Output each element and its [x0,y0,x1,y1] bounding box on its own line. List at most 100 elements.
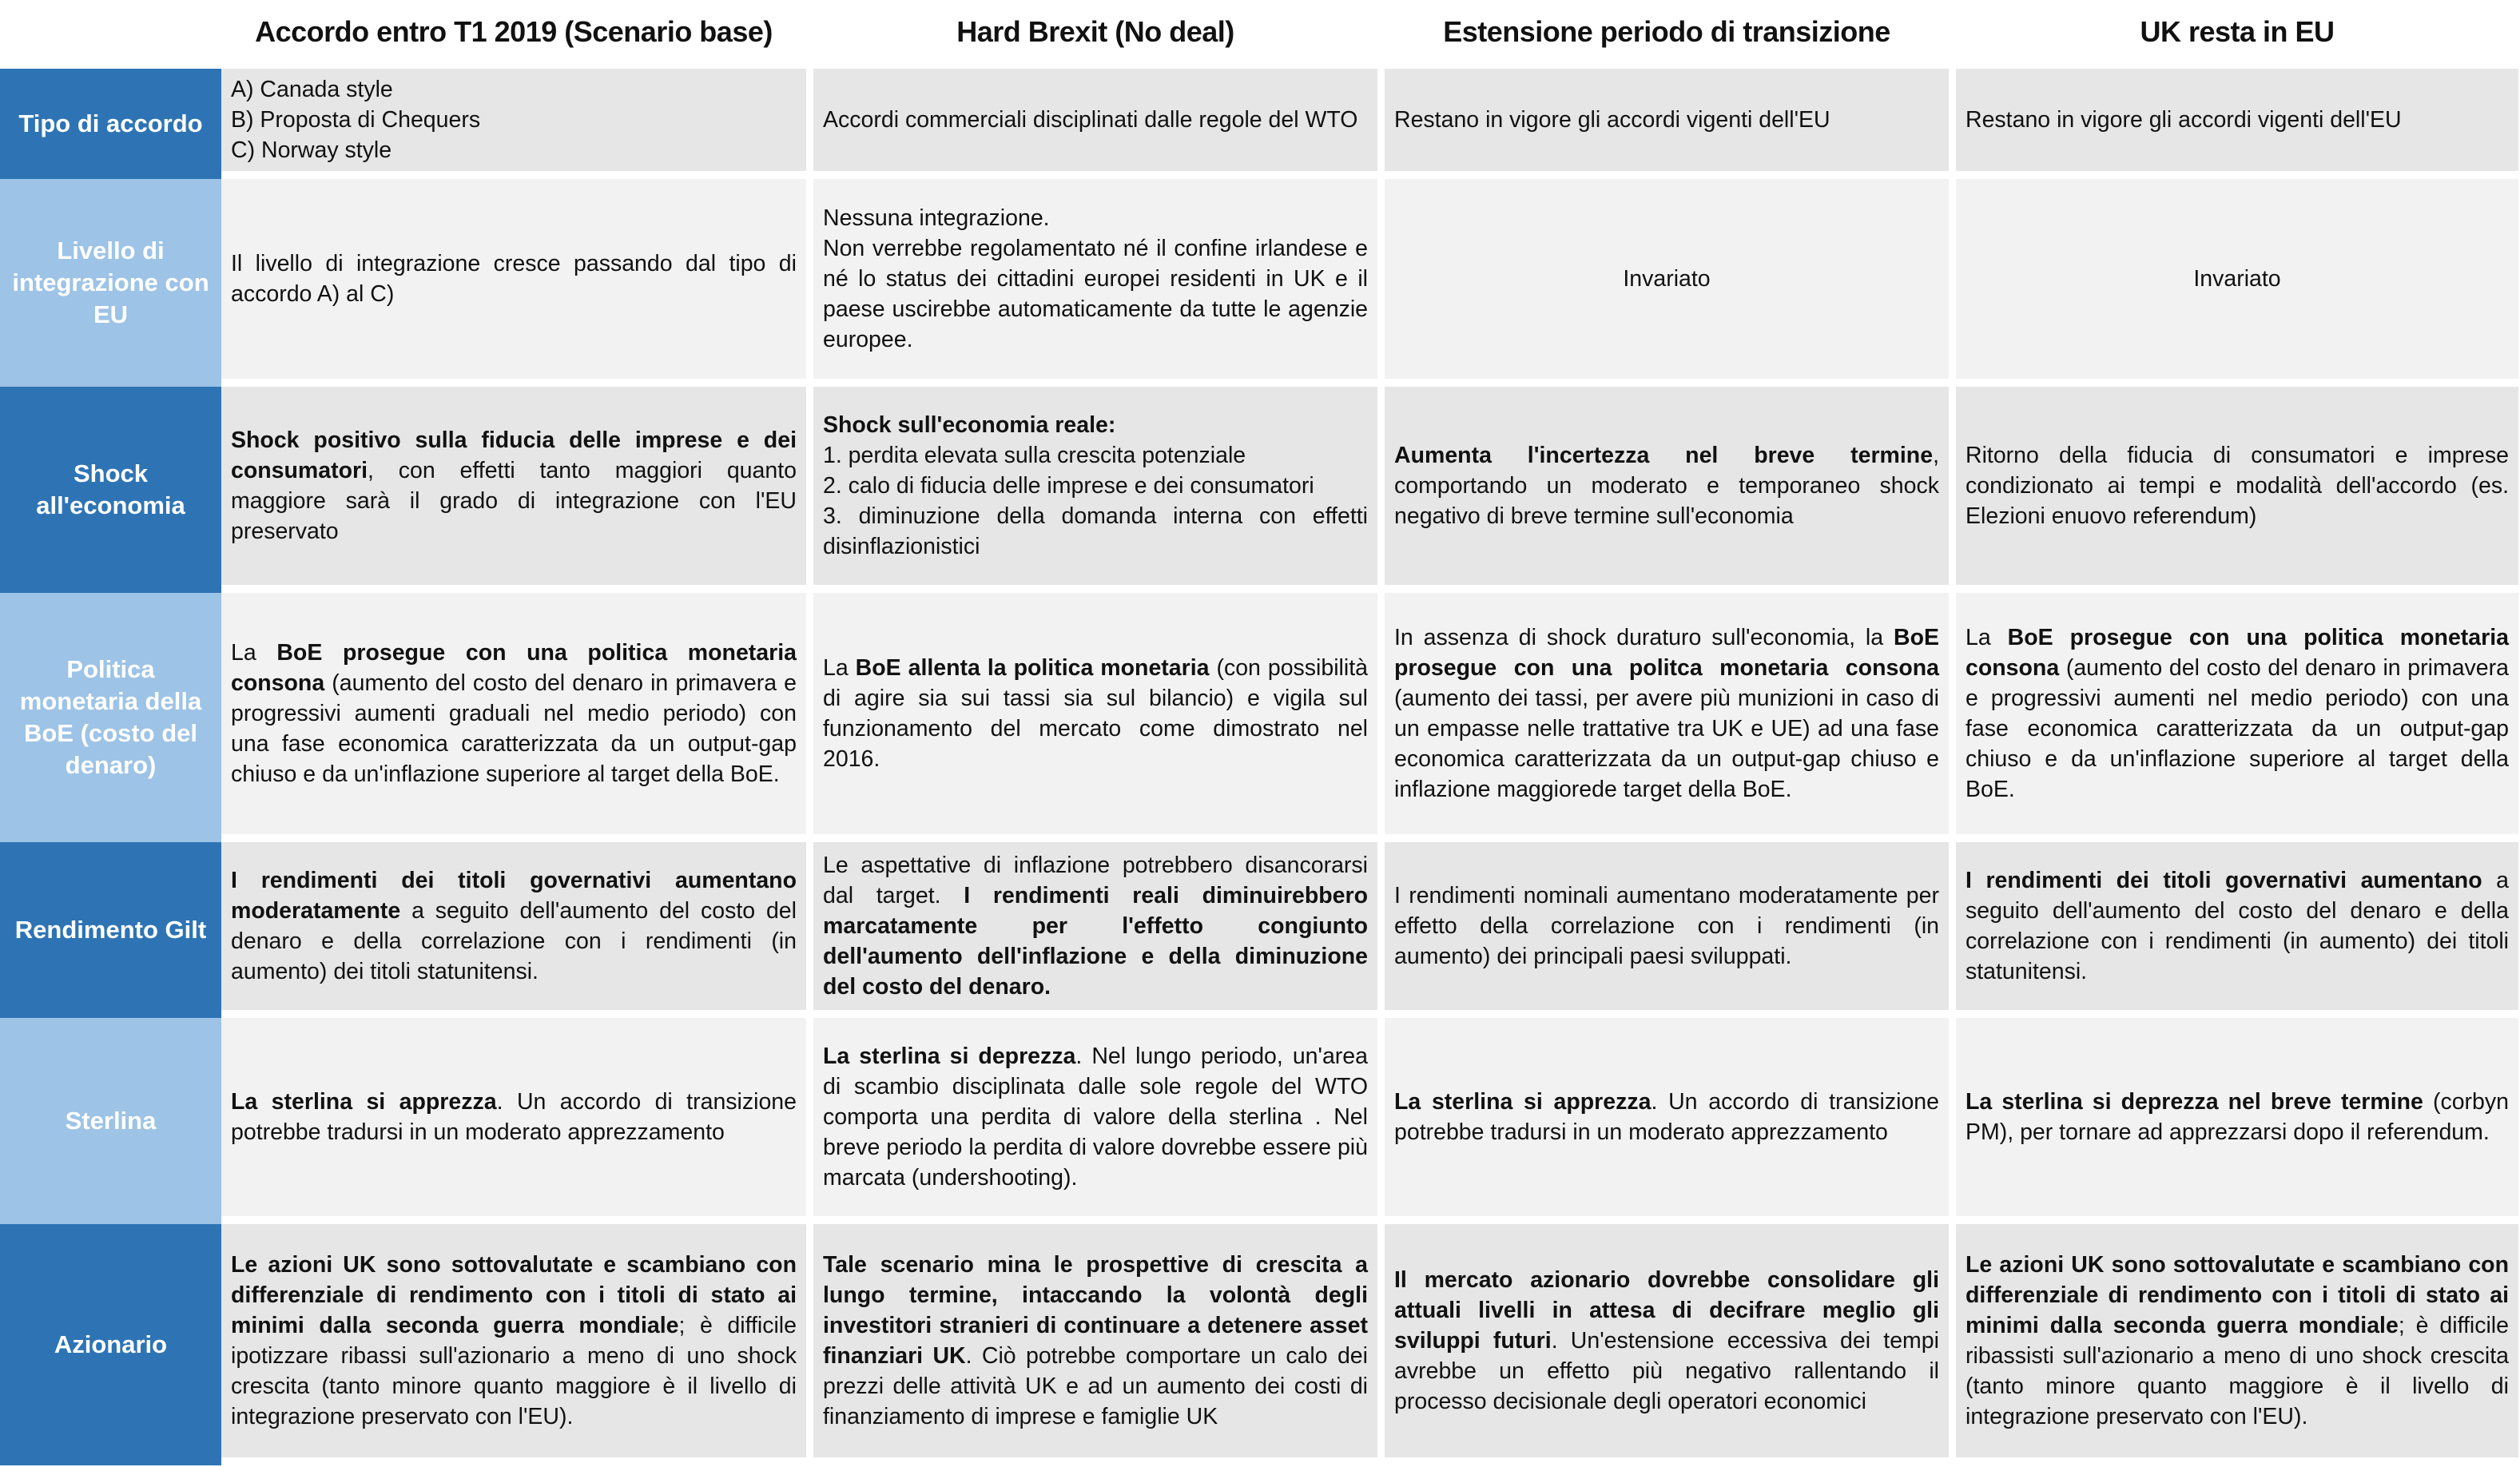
cell-text: I rendimenti dei titoli governativi aume… [231,865,797,987]
bold-text: Tale scenario mina le prospettive di cre… [823,1252,1368,1369]
text-segment: Restano in vigore gli accordi vigenti de… [1966,107,2402,133]
cell-text: In assenza di shock duraturo sull'econom… [1394,622,1939,805]
text-segment: I rendimenti nominali aumentano moderata… [1394,883,1939,969]
text-segment: In assenza di shock duraturo sull'econom… [1394,625,1894,650]
table-cell: Tale scenario mina le prospettive di cre… [813,1224,1377,1457]
bold-text: La sterlina si deprezza nel breve termin… [1966,1089,2423,1115]
table-cell: I rendimenti dei titoli governativi aume… [1956,842,2518,1010]
table-cell: Il mercato azionario dovrebbe consolidar… [1385,1224,1949,1457]
corner-empty [0,0,214,69]
bold-text: Shock sull'economia reale: [823,412,1116,438]
cell-text: La BoE allenta la politica monetaria (co… [823,653,1368,774]
row-label: Livello di integrazione con EU [0,179,221,387]
text-segment: 1. perdita elevata sulla crescita potenz… [823,443,1368,559]
text-segment: (corbyn PM), per tornare ad apprezzarsi … [1966,1089,2509,1145]
cell-text: La sterlina si apprezza. Un accordo di t… [231,1087,797,1147]
bold-text: I rendimenti dei titoli governativi aume… [1966,868,2482,893]
bold-text: La sterlina si deprezza [823,1044,1076,1069]
text-segment: Invariato [1623,266,1711,292]
bold-text: I rendimenti reali diminuirebbero marcat… [823,883,1368,1000]
cell-text: Le azioni UK sono sottovalutate e scambi… [1966,1250,2509,1432]
table-cell: La sterlina si apprezza. Un accordo di t… [1385,1018,1949,1216]
text-segment: Accordi commerciali disciplinati dalle r… [823,107,1358,133]
bold-text: Le azioni UK sono sottovalutate e scambi… [231,1252,797,1338]
bold-text: BoE prosegue con una politica monetaria … [231,640,797,696]
text-segment: . Un'estensione eccessiva dei tempi avre… [1394,1328,1939,1414]
cell-text: Shock positivo sulla fiducia delle impre… [231,425,797,547]
bold-text: I rendimenti dei titoli governativi aume… [231,868,797,924]
text-segment: A) Canada style B) Proposta di Chequers … [231,77,481,163]
bold-text: Shock positivo sulla fiducia delle impre… [231,427,797,483]
text-segment: . Nel lungo periodo, un'area di scambio … [823,1044,1369,1191]
text-segment: (aumento dei tassi, per avere più munizi… [1394,686,1939,802]
text-segment: (aumento del costo del denaro in primave… [1966,655,2509,802]
cell-text: Ritorno della fiducia di consumatori e i… [1966,440,2509,531]
row-label: Sterlina [0,1018,221,1224]
cell-text: La sterlina si apprezza. Un accordo di t… [1394,1087,1939,1147]
table-cell: La sterlina si apprezza. Un accordo di t… [221,1018,806,1216]
row-label: Tipo di accordo [0,69,221,179]
cell-text: Le aspettative di inflazione potrebbero … [823,850,1368,1002]
text-segment: Invariato [2193,266,2281,292]
cell-text: Le azioni UK sono sottovalutate e scambi… [231,1250,797,1432]
text-segment: a seguito dell'aumento del costo del den… [1966,868,2509,984]
table-cell: Il livello di integrazione cresce passan… [221,179,806,379]
text-segment: (aumento del costo del denaro in primave… [231,670,797,787]
text-segment: . Ciò potrebbe comportare un calo dei pr… [823,1343,1368,1429]
table-cell: Le azioni UK sono sottovalutate e scambi… [221,1224,806,1457]
row-label: Rendimento Gilt [0,842,221,1018]
bold-text: Le azioni UK sono sottovalutate e scambi… [1966,1252,2509,1338]
table-cell: Accordi commerciali disciplinati dalle r… [813,69,1377,171]
text-segment: , comportando un moderato e temporaneo s… [1394,443,1939,529]
cell-text: Restano in vigore gli accordi vigenti de… [1394,105,1939,135]
column-header: Hard Brexit (No deal) [956,15,1234,48]
text-segment: ; è difficile ribassisti sull'azionario … [1966,1313,2509,1429]
bold-text: La sterlina si apprezza [231,1089,497,1115]
table-cell: Le azioni UK sono sottovalutate e scambi… [1956,1224,2518,1457]
cell-text: Il mercato azionario dovrebbe consolidar… [1394,1265,1939,1417]
bold-text: BoE allenta la politica monetaria [855,655,1210,681]
cell-text: La sterlina si deprezza nel breve termin… [1966,1087,2509,1147]
bold-text: BoE prosegue con una politca monetaria c… [1394,625,1939,681]
table-cell: A) Canada style B) Proposta di Chequers … [221,69,806,171]
cell-text: Invariato [1966,264,2509,294]
table-cell: La sterlina si deprezza. Nel lungo perio… [813,1018,1377,1216]
text-segment: . Un accordo di transizione potrebbe tra… [1394,1089,1940,1145]
text-segment: a seguito dell'aumento del costo del den… [231,898,797,984]
bold-text: Aumenta l'incertezza nel breve termine [1394,443,1934,468]
row-label: Shock all'economia [0,387,221,593]
table-cell: Restano in vigore gli accordi vigenti de… [1956,69,2518,171]
table-cell: La BoE prosegue con una politica monetar… [1956,593,2518,834]
text-segment: ; è difficile ipotizzare ribassi sull'az… [231,1313,797,1429]
table-cell: Invariato [1956,179,2518,379]
row-label: Azionario [0,1224,221,1465]
row-label: Politica monetaria della BoE (costo del … [0,593,221,842]
cell-text: Shock sull'economia reale: 1. perdita el… [823,410,1368,562]
table-cell: In assenza di shock duraturo sull'econom… [1385,593,1949,834]
text-segment: Restano in vigore gli accordi vigenti de… [1394,107,1830,133]
table-cell: I rendimenti nominali aumentano moderata… [1385,842,1949,1010]
cell-text: Invariato [1394,264,1939,294]
cell-text: Il livello di integrazione cresce passan… [231,248,797,309]
bold-text: La sterlina si apprezza [1394,1089,1652,1115]
cell-text: Tale scenario mina le prospettive di cre… [823,1250,1368,1432]
table-cell: La sterlina si deprezza nel breve termin… [1956,1018,2518,1216]
cell-text: I rendimenti dei titoli governativi aume… [1966,865,2509,987]
text-segment: (con possibilità di agire sia sui tassi … [823,655,1368,772]
cell-text: La BoE prosegue con una politica monetar… [231,638,797,789]
cell-text: Accordi commerciali disciplinati dalle r… [823,105,1368,135]
cell-text: A) Canada style B) Proposta di Chequers … [231,74,797,165]
bold-text: BoE prosegue con una politica monetaria … [1966,625,2509,681]
text-segment: La [231,640,277,666]
text-segment: , con effetti tanto maggiori quanto magg… [231,458,797,544]
text-segment: . Un accordo di transizione potrebbe tra… [231,1089,797,1145]
cell-text: Restano in vigore gli accordi vigenti de… [1966,105,2509,135]
cell-text: La sterlina si deprezza. Nel lungo perio… [823,1041,1368,1193]
table-cell: Aumenta l'incertezza nel breve termine, … [1385,387,1949,585]
table-cell: Nessuna integrazione. Non verrebbe regol… [813,179,1377,379]
text-segment: La [823,655,856,681]
column-header: Accordo entro T1 2019 (Scenario base) [255,15,773,48]
column-header: UK resta in EU [2140,15,2335,48]
text-segment: Nessuna integrazione. Non verrebbe regol… [823,205,1368,352]
